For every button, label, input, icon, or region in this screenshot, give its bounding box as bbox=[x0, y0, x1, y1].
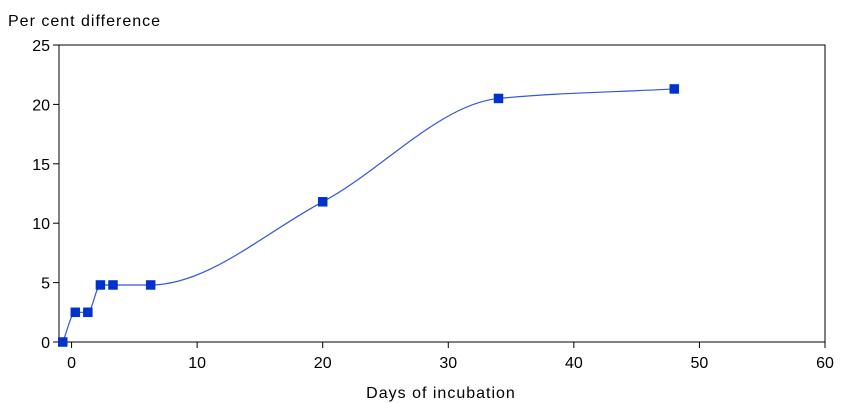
data-point-marker bbox=[493, 93, 504, 104]
y-ticks: 0 5 10 15 20 25 bbox=[32, 38, 59, 352]
y-tick-label: 15 bbox=[32, 157, 50, 174]
data-point-marker bbox=[145, 280, 156, 290]
plot-frame bbox=[58, 44, 826, 343]
x-tick-label: 40 bbox=[565, 355, 583, 372]
y-tick-label: 0 bbox=[41, 335, 50, 352]
data-point-marker bbox=[83, 307, 93, 318]
x-tick-label: 10 bbox=[188, 355, 206, 372]
y-tick-label: 5 bbox=[41, 276, 50, 293]
x-ticks: 0 10 20 30 40 50 60 bbox=[67, 342, 834, 372]
x-tick-label: 30 bbox=[439, 355, 457, 372]
y-tick-label: 20 bbox=[32, 97, 50, 114]
x-tick-label: 60 bbox=[816, 355, 834, 372]
data-point-marker bbox=[108, 280, 118, 290]
series-line bbox=[62, 88, 675, 343]
x-tick-label: 0 bbox=[67, 355, 76, 372]
series-layer bbox=[58, 84, 680, 347]
data-point-marker bbox=[70, 307, 81, 318]
x-axis-title: Days of incubation bbox=[366, 385, 516, 402]
y-tick-label: 25 bbox=[32, 38, 50, 55]
data-point-marker bbox=[58, 337, 68, 347]
y-tick-label: 10 bbox=[32, 216, 50, 233]
data-point-marker bbox=[317, 197, 328, 207]
x-tick-label: 20 bbox=[314, 355, 332, 372]
x-tick-label: 50 bbox=[691, 355, 709, 372]
data-point-marker bbox=[95, 280, 106, 290]
data-point-marker bbox=[669, 84, 680, 94]
y-axis-title: Per cent difference bbox=[8, 13, 161, 30]
